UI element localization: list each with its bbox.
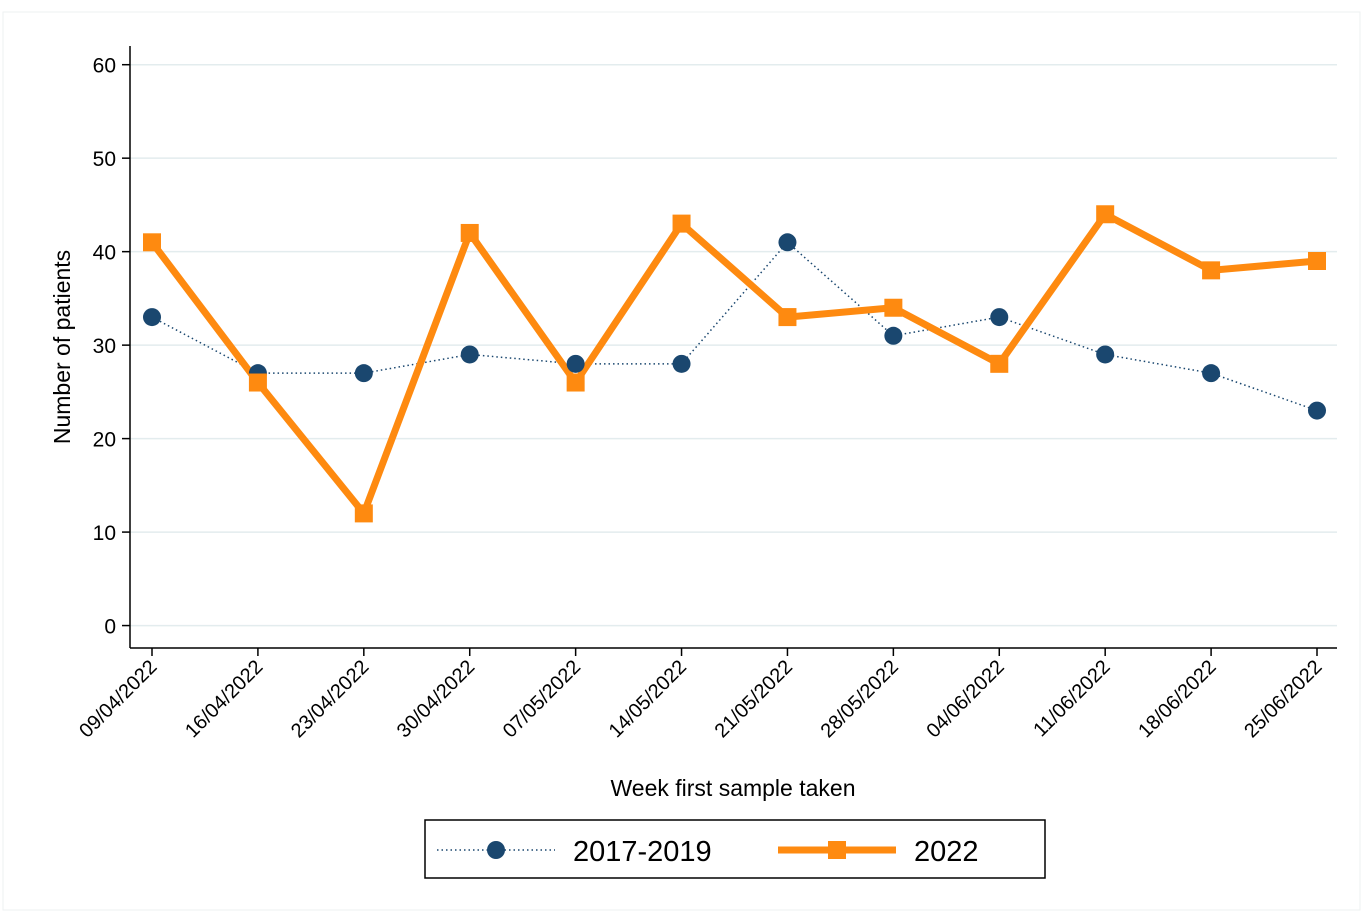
y-tick-label: 30 (93, 335, 116, 358)
legend-label: 2022 (914, 836, 979, 868)
point (672, 214, 691, 233)
chart-frame (2, 11, 1361, 911)
point (143, 233, 161, 252)
point (672, 354, 691, 373)
y-tick-label: 20 (93, 429, 116, 452)
y-tick-label: 60 (93, 55, 116, 78)
point (460, 223, 479, 242)
point (248, 373, 267, 392)
legend-label: 2017-2019 (573, 836, 712, 868)
point (990, 354, 1009, 373)
y-tick-label: 0 (104, 616, 116, 639)
point (884, 298, 903, 317)
point (460, 345, 479, 364)
legend-marker (487, 841, 505, 859)
series-line (151, 241, 1318, 412)
point (1308, 401, 1326, 420)
point (990, 308, 1009, 327)
point (1096, 345, 1115, 364)
point (1096, 205, 1115, 224)
point (778, 233, 797, 252)
y-tick-label: 40 (93, 242, 116, 265)
point (1308, 252, 1326, 270)
y-tick-label: 50 (93, 148, 116, 171)
y-tick-label: 10 (93, 522, 116, 545)
point (354, 504, 373, 523)
x-axis-label: Week first sample taken (610, 775, 855, 801)
y-axis-label: Number of patients (49, 250, 75, 444)
legend-box (424, 819, 1046, 879)
point (354, 364, 373, 383)
point (566, 354, 585, 373)
point (143, 308, 161, 327)
point (884, 326, 903, 345)
legend-marker (828, 841, 846, 859)
point (778, 308, 797, 327)
point (1202, 364, 1221, 383)
point (566, 373, 585, 392)
series-line (149, 209, 1318, 521)
point (1202, 261, 1221, 280)
